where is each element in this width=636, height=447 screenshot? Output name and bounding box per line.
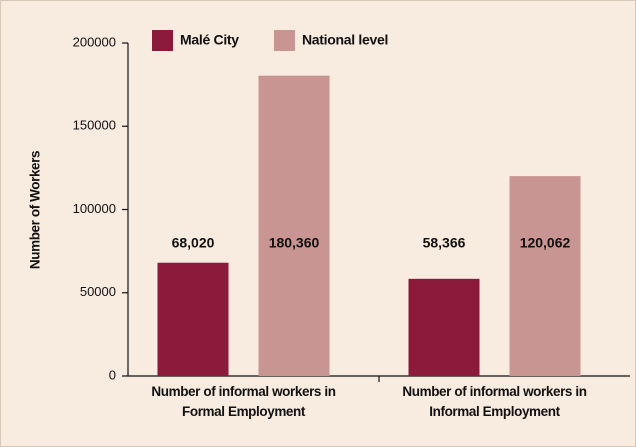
y-tick-label: 100000: [73, 201, 116, 216]
legend-label: Malé City: [180, 32, 239, 48]
bar: [258, 75, 330, 377]
value-label: 180,360: [269, 235, 320, 251]
bar: [408, 278, 480, 376]
bar: [157, 262, 229, 376]
x-tick-label: Number of informal workers in Informal E…: [402, 384, 587, 419]
y-tick-label: 50000: [80, 284, 116, 299]
bar: [509, 176, 581, 376]
y-tick-label: 0: [109, 367, 116, 382]
x-tick-label: Number of informal workers in Formal Emp…: [151, 384, 336, 419]
y-axis-label: Number of Workers: [28, 151, 43, 269]
legend-swatch: [274, 30, 295, 51]
value-label: 58,366: [423, 235, 466, 251]
y-tick-label: 200000: [73, 34, 116, 49]
legend-swatch: [152, 30, 173, 51]
value-label: 120,062: [520, 235, 571, 251]
y-tick-label: 150000: [73, 118, 116, 133]
legend-label: National level: [302, 32, 388, 48]
value-label: 68,020: [172, 235, 215, 251]
